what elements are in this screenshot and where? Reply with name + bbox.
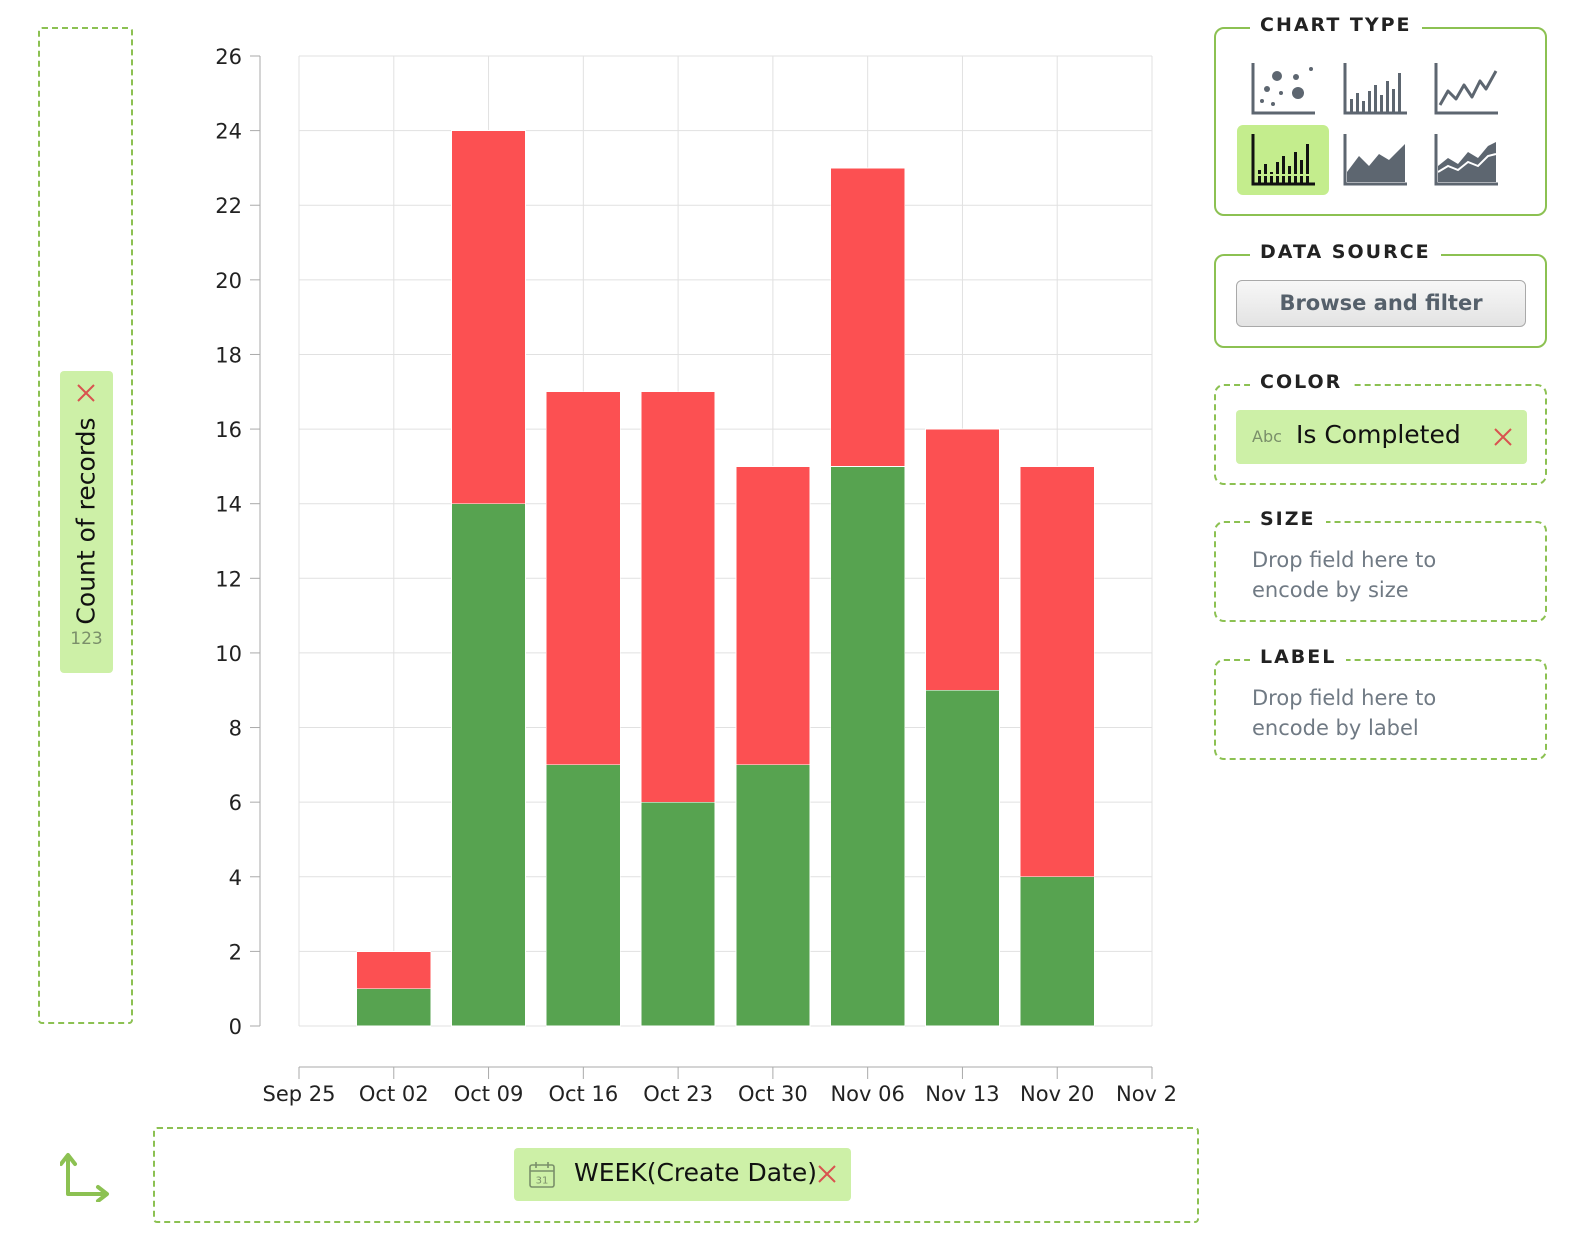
- y-tick-label: 18: [215, 343, 242, 367]
- y-field-label: Count of records: [71, 417, 101, 625]
- x-tick-label: Oct 02: [359, 1082, 429, 1106]
- y-axis-shelf[interactable]: Count of records 123: [38, 27, 133, 1024]
- x-axis-shelf[interactable]: 31 WEEK(Create Date): [153, 1127, 1199, 1223]
- bar-segment: [356, 950, 432, 990]
- bar-segment: [640, 391, 716, 803]
- y-tick-label: 24: [215, 120, 242, 144]
- y-tick-label: 20: [215, 269, 242, 293]
- x-tick-label: Nov 2: [1116, 1082, 1177, 1106]
- chart-type-stacked-bar-button[interactable]: [1237, 125, 1329, 195]
- y-tick-label: 12: [215, 567, 242, 591]
- bar-segment: [925, 428, 1000, 691]
- y-tick-label: 14: [215, 493, 242, 517]
- x-tick-label: Oct 16: [548, 1082, 618, 1106]
- x-tick-label: Nov 20: [1020, 1082, 1094, 1106]
- x-tick-label: Oct 30: [738, 1082, 808, 1106]
- data-source-panel: DATA SOURCE Browse and filter: [1214, 241, 1547, 348]
- label-encoding-panel[interactable]: LABEL Drop field here to encode by label: [1214, 646, 1547, 760]
- x-tick-label: Sep 25: [263, 1082, 336, 1106]
- color-title: COLOR: [1250, 371, 1353, 393]
- x-field-pill[interactable]: 31 WEEK(Create Date): [514, 1148, 851, 1201]
- x-tick-label: Nov 13: [925, 1082, 999, 1106]
- text-type-badge: Abc: [1252, 427, 1282, 446]
- stacked-bar-chart-icon: [1251, 134, 1315, 186]
- y-tick-label: 2: [229, 940, 242, 964]
- y-tick-label: 10: [215, 642, 242, 666]
- bar-segment: [451, 130, 526, 505]
- bar-segment: [925, 689, 1000, 1027]
- swap-axes-icon[interactable]: [60, 1152, 114, 1202]
- chart-type-bar-button[interactable]: [1329, 54, 1421, 124]
- chart-type-title: CHART TYPE: [1250, 14, 1422, 36]
- bar-segment: [545, 764, 621, 1027]
- y-tick-label: 8: [229, 717, 242, 741]
- bar-segment: [1019, 876, 1095, 1027]
- y-tick-label: 16: [215, 418, 242, 442]
- calendar-icon: 31: [529, 1162, 555, 1188]
- chart-type-area-button[interactable]: [1329, 125, 1421, 195]
- bar-segment: [356, 988, 432, 1027]
- label-title: LABEL: [1250, 646, 1347, 668]
- remove-y-field-icon[interactable]: [76, 383, 96, 403]
- size-drop-hint: Drop field here to encode by size: [1252, 548, 1437, 602]
- size-encoding-panel[interactable]: SIZE Drop field here to encode by size: [1214, 508, 1547, 622]
- y-tick-label: 6: [229, 791, 242, 815]
- bar-segment: [830, 167, 906, 467]
- chart-type-scatter-button[interactable]: [1237, 54, 1329, 124]
- svg-text:31: 31: [536, 1176, 549, 1187]
- bar-segment: [735, 764, 811, 1027]
- stacked-area-chart-icon: [1434, 134, 1498, 186]
- color-field-label: Is Completed: [1296, 420, 1461, 449]
- bar-segment: [1019, 465, 1095, 878]
- area-chart-icon: [1343, 134, 1407, 186]
- line-chart-icon: [1434, 63, 1498, 115]
- chart-type-stacked-area-button[interactable]: [1420, 125, 1512, 195]
- bar-segment: [735, 465, 811, 766]
- y-tick-label: 26: [215, 45, 242, 69]
- bar-segment: [545, 391, 621, 766]
- numeric-type-badge: 123: [70, 629, 103, 649]
- x-tick-label: Oct 23: [643, 1082, 713, 1106]
- browse-and-filter-button[interactable]: Browse and filter: [1236, 280, 1526, 327]
- x-field-label: WEEK(Create Date): [574, 1158, 817, 1187]
- color-encoding-panel[interactable]: COLOR Abc Is Completed: [1214, 371, 1547, 485]
- bar-segment: [640, 801, 716, 1027]
- bar-segment: [830, 465, 906, 1027]
- label-drop-hint: Drop field here to encode by label: [1252, 686, 1437, 740]
- data-source-title: DATA SOURCE: [1250, 241, 1441, 263]
- x-tick-label: Oct 09: [454, 1082, 524, 1106]
- bar-chart-icon: [1343, 63, 1407, 115]
- scatter-chart-icon: [1251, 63, 1315, 115]
- y-tick-label: 22: [215, 194, 242, 218]
- chart-type-line-button[interactable]: [1420, 54, 1512, 124]
- remove-x-field-icon[interactable]: [817, 1164, 837, 1184]
- size-title: SIZE: [1250, 508, 1326, 530]
- remove-color-field-icon[interactable]: [1493, 427, 1513, 447]
- chart-type-panel: CHART TYPE: [1214, 14, 1547, 216]
- color-field-pill[interactable]: Abc Is Completed: [1236, 410, 1527, 464]
- y-field-pill[interactable]: Count of records 123: [60, 371, 113, 673]
- bar-segment: [451, 503, 526, 1027]
- x-tick-label: Nov 06: [830, 1082, 904, 1106]
- y-tick-label: 4: [229, 866, 242, 890]
- y-tick-label: 0: [229, 1015, 242, 1039]
